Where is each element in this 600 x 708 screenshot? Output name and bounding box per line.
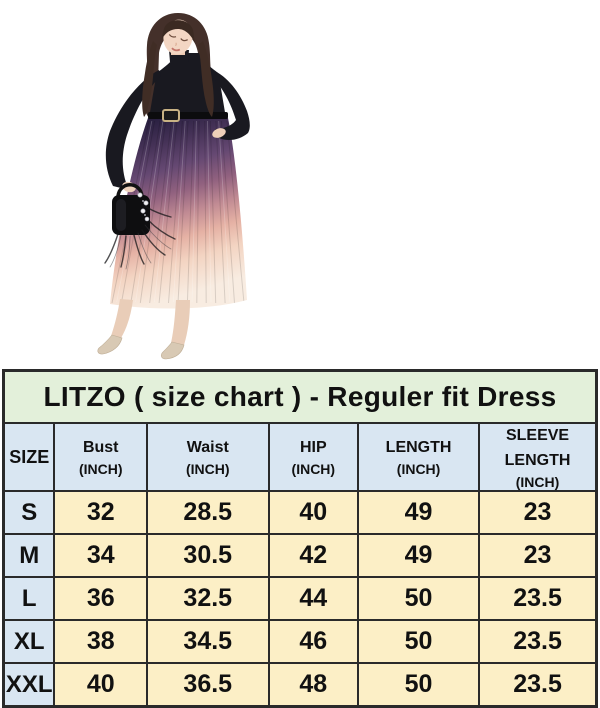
size-label-cell: L: [2, 576, 56, 622]
measurement-cell: 23.5: [478, 662, 598, 708]
measurement-cell: 23.5: [478, 576, 598, 622]
size-chart-title: LITZO ( size chart ) - Reguler fit Dress: [2, 369, 598, 424]
measurement-cell: 48: [267, 662, 360, 708]
measurement-cell: 34: [53, 533, 148, 579]
size-label-cell: XXL: [2, 662, 56, 708]
measurement-cell: 50: [357, 619, 481, 665]
measurement-cell: 46: [267, 619, 360, 665]
column-header-sleeve-length: SLEEVE LENGTH (INCH): [478, 421, 598, 493]
product-listing-image: { "chart_data": { "type": "table", "titl…: [2, 5, 598, 708]
crystal-flowers: [137, 192, 150, 222]
model-hair: [142, 13, 215, 119]
measurement-cell: 38: [53, 619, 148, 665]
model-hair-front: [142, 20, 214, 117]
measurement-cell: 28.5: [145, 490, 270, 536]
measurement-cell: 32: [53, 490, 148, 536]
size-row-xxl: XXL 40 36.5 48 50 23.5: [2, 662, 598, 708]
measurement-cell: 23.5: [478, 619, 598, 665]
measurement-cell: 30.5: [145, 533, 270, 579]
handbag: [104, 181, 176, 270]
size-chart-table: LITZO ( size chart ) - Reguler fit Dress…: [2, 369, 598, 708]
measurement-cell: 36: [53, 576, 148, 622]
measurement-cell: 40: [267, 490, 360, 536]
size-label-cell: M: [2, 533, 56, 579]
model-legs: [111, 299, 190, 345]
measurement-cell: 32.5: [145, 576, 270, 622]
measurement-cell: 36.5: [145, 662, 270, 708]
column-header-waist: Waist (INCH): [145, 421, 270, 493]
size-row-l: L 36 32.5 44 50 23.5: [2, 576, 598, 622]
heels: [97, 334, 185, 360]
column-header-size: SIZE: [2, 421, 56, 493]
measurement-cell: 50: [357, 576, 481, 622]
size-chart: LITZO ( size chart ) - Reguler fit Dress…: [2, 369, 598, 708]
size-row-xl: XL 38 34.5 46 50 23.5: [2, 619, 598, 665]
measurement-cell: 42: [267, 533, 360, 579]
model-hand-on-hip: [212, 128, 226, 138]
measurement-cell: 40: [53, 662, 148, 708]
measurement-cell: 44: [267, 576, 360, 622]
measurement-cell: 49: [357, 533, 481, 579]
size-row-m: M 34 30.5 42 49 23: [2, 533, 598, 579]
measurement-cell: 50: [357, 662, 481, 708]
measurement-cell: 34.5: [145, 619, 270, 665]
measurement-cell: 49: [357, 490, 481, 536]
column-header-hip: HIP (INCH): [267, 421, 360, 493]
belt: [148, 109, 228, 122]
measurement-cell: 23: [478, 533, 598, 579]
size-label-cell: XL: [2, 619, 56, 665]
size-label-cell: S: [2, 490, 56, 536]
product-photo: [60, 5, 310, 360]
column-header-bust: Bust (INCH): [53, 421, 148, 493]
size-row-s: S 32 28.5 40 49 23: [2, 490, 598, 536]
measurement-cell: 23: [478, 490, 598, 536]
column-header-length: LENGTH (INCH): [357, 421, 481, 493]
model-illustration: [97, 13, 250, 360]
